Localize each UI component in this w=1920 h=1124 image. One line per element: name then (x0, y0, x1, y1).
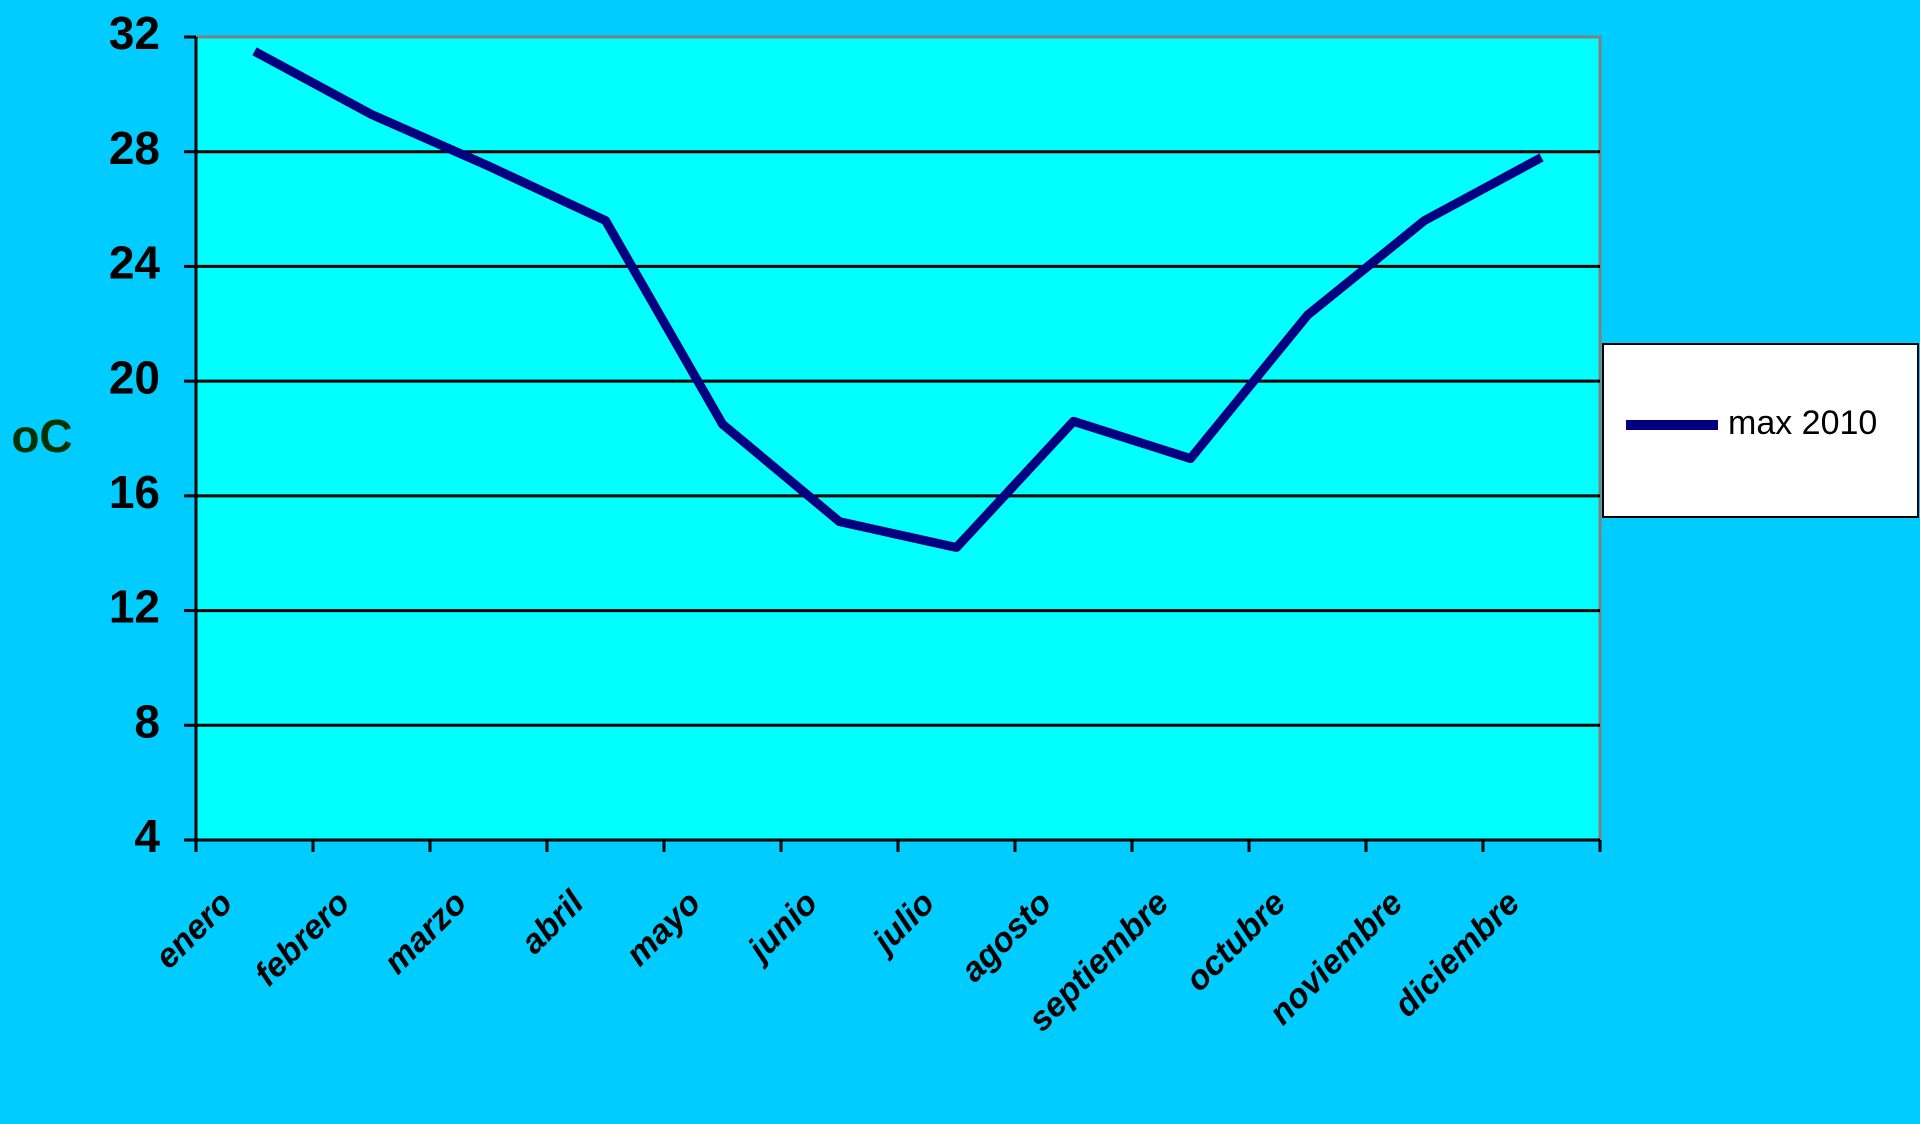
legend-label: max 2010 (1728, 404, 1877, 442)
y-tick-label: 4 (134, 810, 160, 862)
y-tick-label: 12 (109, 581, 160, 633)
y-tick-label: 32 (109, 7, 160, 59)
y-axis-title: oC (11, 410, 72, 462)
data-line (252, 47, 1544, 552)
y-tick-label: 16 (109, 466, 160, 518)
plot-area (194, 35, 1602, 842)
y-tick-label: 28 (109, 122, 160, 174)
y-tick-label: 8 (134, 695, 160, 747)
y-tick-label: 20 (109, 351, 160, 403)
legend (1602, 343, 1919, 518)
y-tick-label: 24 (109, 237, 161, 289)
